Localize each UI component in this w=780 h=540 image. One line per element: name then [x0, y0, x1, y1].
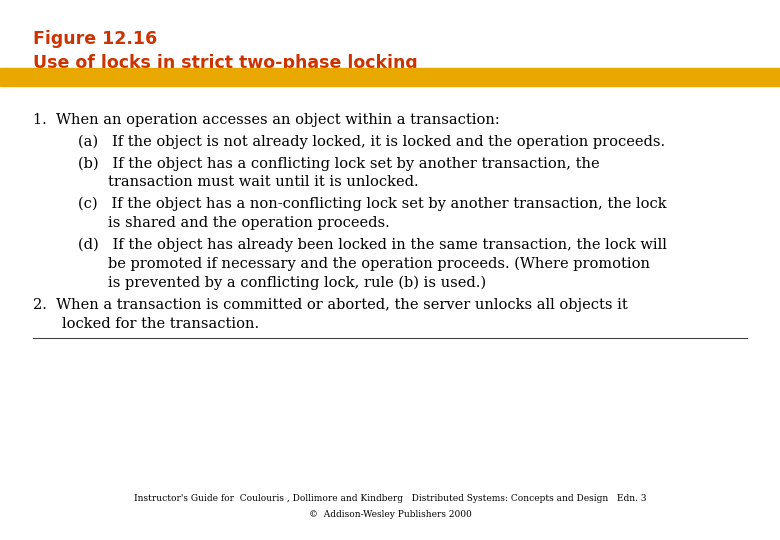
Text: 2.  When a transaction is committed or aborted, the server unlocks all objects i: 2. When a transaction is committed or ab… [33, 298, 627, 312]
Text: transaction must wait until it is unlocked.: transaction must wait until it is unlock… [108, 176, 418, 190]
Text: locked for the transaction.: locked for the transaction. [62, 317, 260, 331]
Text: is prevented by a conflicting lock, rule (b) is used.): is prevented by a conflicting lock, rule… [108, 275, 486, 290]
Bar [0, 68, 780, 86]
Text: Figure 12.16: Figure 12.16 [33, 30, 157, 48]
Text: (b)   If the object has a conflicting lock set by another transaction, the: (b) If the object has a conflicting lock… [78, 157, 600, 171]
Text: (a)   If the object is not already locked, it is locked and the operation procee: (a) If the object is not already locked,… [78, 135, 665, 150]
Text: 1.  When an operation accesses an object within a transaction:: 1. When an operation accesses an object … [33, 113, 499, 127]
Text: is shared and the operation proceeds.: is shared and the operation proceeds. [108, 216, 389, 230]
Text: Use of locks in strict two-phase locking: Use of locks in strict two-phase locking [33, 54, 417, 72]
Text: ©  Addison-Wesley Publishers 2000: © Addison-Wesley Publishers 2000 [309, 510, 471, 519]
Text: (d)   If the object has already been locked in the same transaction, the lock wi: (d) If the object has already been locke… [78, 238, 667, 252]
Text: be promoted if necessary and the operation proceeds. (Where promotion: be promoted if necessary and the operati… [108, 256, 650, 271]
Text: (c)   If the object has a non-conflicting lock set by another transaction, the l: (c) If the object has a non-conflicting … [78, 197, 667, 212]
Text: Instructor's Guide for  Coulouris , Dollimore and Kindberg   Distributed Systems: Instructor's Guide for Coulouris , Dolli… [133, 494, 647, 503]
